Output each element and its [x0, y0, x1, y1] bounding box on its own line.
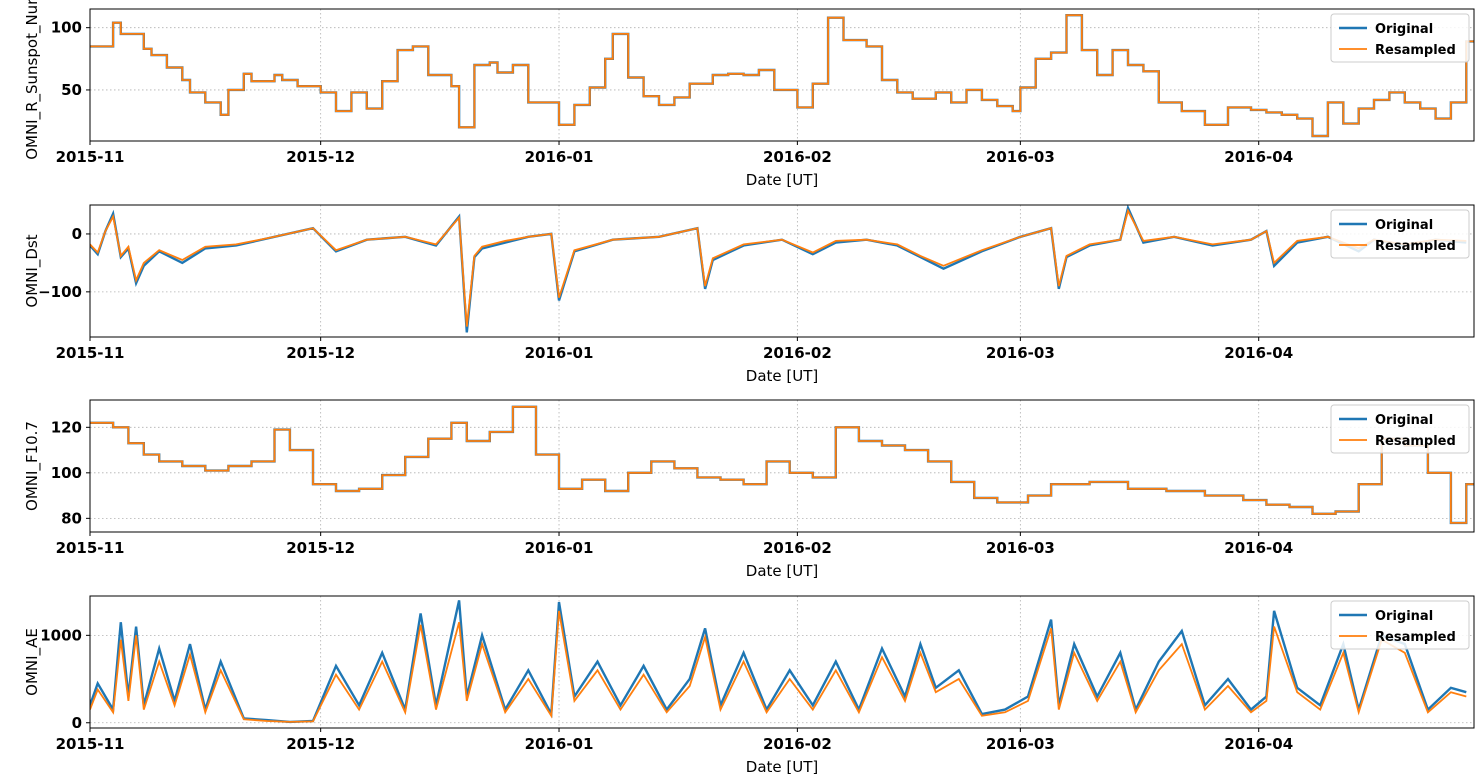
- chart-dst-series-original-line: [90, 205, 1467, 333]
- chart-ae-legend: [1330, 600, 1470, 650]
- panel-sunspot: 2015-11 2015-12 2016-01 2016-02 2016-03 2016-…: [23, 0, 1475, 189]
- chart-sunspot-xtick-label-1: 2015-12: [286, 148, 355, 166]
- chart-dst-legend: [1330, 209, 1470, 259]
- chart-f107-plot-area: [90, 400, 1474, 532]
- chart-f107-xtick-label-2: 2016-01: [525, 539, 594, 557]
- chart-f107-legend: [1330, 404, 1470, 454]
- chart-dst-series-resampled-line: [90, 208, 1467, 327]
- chart-f107-xtick-label-1: 2015-12: [286, 539, 355, 557]
- chart-sunspot-legend: [1330, 13, 1470, 63]
- chart-sunspot-legend-label-resampled: Resampled: [1375, 43, 1456, 58]
- chart-dst-legend-label-original: Original: [1375, 218, 1433, 233]
- chart-f107-xlabel: Date [UT]: [746, 562, 818, 580]
- chart-f107-ylabel: OMNI_F10.7: [23, 421, 42, 511]
- chart-ae-xtick-label-1: 2015-12: [286, 735, 355, 753]
- chart-f107-ytick-label-0: 80: [61, 509, 82, 527]
- chart-ae-xlabel: Date [UT]: [746, 758, 818, 776]
- chart-f107-ytick-label-2: 120: [51, 418, 82, 436]
- chart-sunspot-xtick-label-3: 2016-02: [763, 148, 832, 166]
- chart-f107-series-resampled-line: [90, 405, 1474, 524]
- chart-sunspot-plot-area: [90, 9, 1474, 141]
- chart-dst-xtick-label-1: 2015-12: [286, 344, 355, 362]
- chart-ae-xtick-label-4: 2016-03: [986, 735, 1055, 753]
- chart-f107-ytick-label-1: 100: [51, 464, 82, 482]
- chart-dst-xtick-label-4: 2016-03: [986, 344, 1055, 362]
- chart-sunspot-xtick-label-5: 2016-04: [1224, 148, 1293, 166]
- chart-f107-xtick-label-4: 2016-03: [986, 539, 1055, 557]
- chart-f107-xtick-label-5: 2016-04: [1224, 539, 1293, 557]
- chart-ae-xtick-label-0: 2015-11: [56, 735, 125, 753]
- chart-sunspot-ylabel: OMNI_R_Sunspot_Num: [23, 0, 42, 160]
- chart-sunspot-xtick-label-0: 2015-11: [56, 148, 125, 166]
- chart-dst-plot-area: [90, 205, 1474, 337]
- chart-sunspot-frame: [89, 8, 1475, 142]
- chart-ae-series-resampled-line: [90, 610, 1467, 723]
- chart-sunspot-xtick-label-2: 2016-01: [525, 148, 594, 166]
- panel-f107: 2015-11 2015-12 2016-01 2016-02 2016-03 2016-…: [23, 399, 1475, 580]
- chart-dst-xlabel: Date [UT]: [746, 367, 818, 385]
- chart-f107-series-group: [90, 405, 1474, 525]
- chart-dst-xtick-label-0: 2015-11: [56, 344, 125, 362]
- chart-f107-legend-label-resampled: Resampled: [1375, 434, 1456, 449]
- chart-f107-frame: [89, 399, 1475, 533]
- chart-sunspot-xtick-label-4: 2016-03: [986, 148, 1055, 166]
- chart-ae-legend-label-resampled: Resampled: [1375, 630, 1456, 645]
- chart-sunspot-legend-label-original: Original: [1375, 22, 1433, 37]
- chart-sunspot-series-group: [90, 14, 1474, 138]
- chart-f107-xtick-label-0: 2015-11: [56, 539, 125, 557]
- chart-dst-series-group: [90, 205, 1467, 333]
- chart-ae-plot-area: [90, 596, 1474, 728]
- chart-ae-xtick-label-5: 2016-04: [1224, 735, 1293, 753]
- chart-dst-xtick-label-3: 2016-02: [763, 344, 832, 362]
- chart-ae-legend-label-original: Original: [1375, 609, 1433, 624]
- chart-sunspot-xlabel: Date [UT]: [746, 171, 818, 189]
- chart-ae-ytick-label-0: 0: [72, 714, 82, 732]
- chart-dst-xtick-label-5: 2016-04: [1224, 344, 1293, 362]
- chart-sunspot-series-resampled-line: [90, 14, 1474, 137]
- panel-ae: 2015-11 2015-12 2016-01 2016-02 2016-03 2016-…: [23, 595, 1475, 776]
- chart-sunspot-ytick-label-1: 100: [51, 19, 82, 37]
- chart-dst-legend-label-resampled: Resampled: [1375, 239, 1456, 254]
- chart-ae-series-group: [90, 600, 1467, 724]
- chart-sunspot-ytick-label-0: 50: [61, 81, 82, 99]
- panel-dst: 2015-11 2015-12 2016-01 2016-02 2016-03 2016-…: [23, 204, 1475, 385]
- chart-dst-xtick-label-2: 2016-01: [525, 344, 594, 362]
- chart-dst-ytick-label-1: 0: [72, 225, 82, 243]
- chart-ae-xtick-label-3: 2016-02: [763, 735, 832, 753]
- chart-dst-frame: [89, 204, 1475, 338]
- chart-f107-xtick-label-3: 2016-02: [763, 539, 832, 557]
- chart-f107-legend-label-original: Original: [1375, 413, 1433, 428]
- chart-ae-xtick-label-2: 2016-01: [525, 735, 594, 753]
- chart-dst-ylabel: OMNI_Dst: [23, 234, 42, 307]
- chart-ae-frame: [89, 595, 1475, 729]
- chart-ae-ylabel: OMNI_AE: [23, 628, 42, 696]
- chart-dst-ytick-label-0: −100: [38, 283, 82, 301]
- chart-ae-ytick-label-1: 1000: [40, 626, 82, 644]
